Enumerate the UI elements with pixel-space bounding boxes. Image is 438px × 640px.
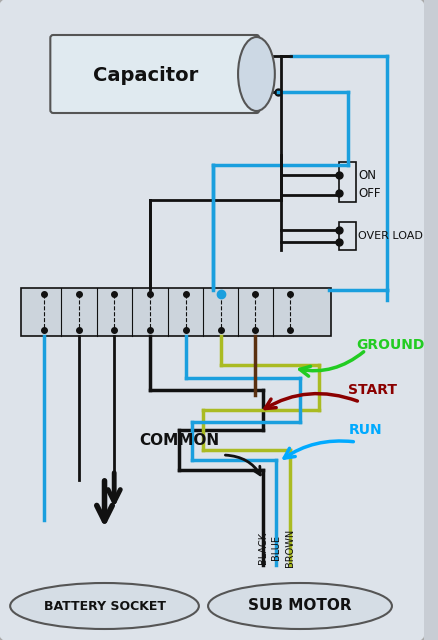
Text: GROUND: GROUND [356, 338, 424, 352]
FancyBboxPatch shape [0, 0, 426, 640]
Bar [339, 162, 356, 202]
Text: COMMON: COMMON [139, 433, 219, 447]
Bar [21, 288, 331, 336]
Ellipse shape [10, 583, 199, 629]
Text: RUN: RUN [348, 423, 382, 437]
Text: SUB MOTOR: SUB MOTOR [248, 598, 352, 614]
Bar [339, 222, 356, 250]
Text: OVER LOAD: OVER LOAD [358, 231, 423, 241]
Text: BROWN: BROWN [285, 529, 295, 567]
FancyBboxPatch shape [50, 35, 259, 113]
Text: OFF: OFF [358, 186, 381, 200]
Text: Capacitor: Capacitor [92, 65, 198, 84]
Text: BLUE: BLUE [271, 536, 281, 561]
Text: BATTERY SOCKET: BATTERY SOCKET [43, 600, 166, 612]
Text: ON: ON [358, 168, 376, 182]
Text: BLACK: BLACK [258, 532, 268, 564]
Text: START: START [348, 383, 397, 397]
Ellipse shape [208, 583, 392, 629]
Ellipse shape [238, 37, 275, 111]
